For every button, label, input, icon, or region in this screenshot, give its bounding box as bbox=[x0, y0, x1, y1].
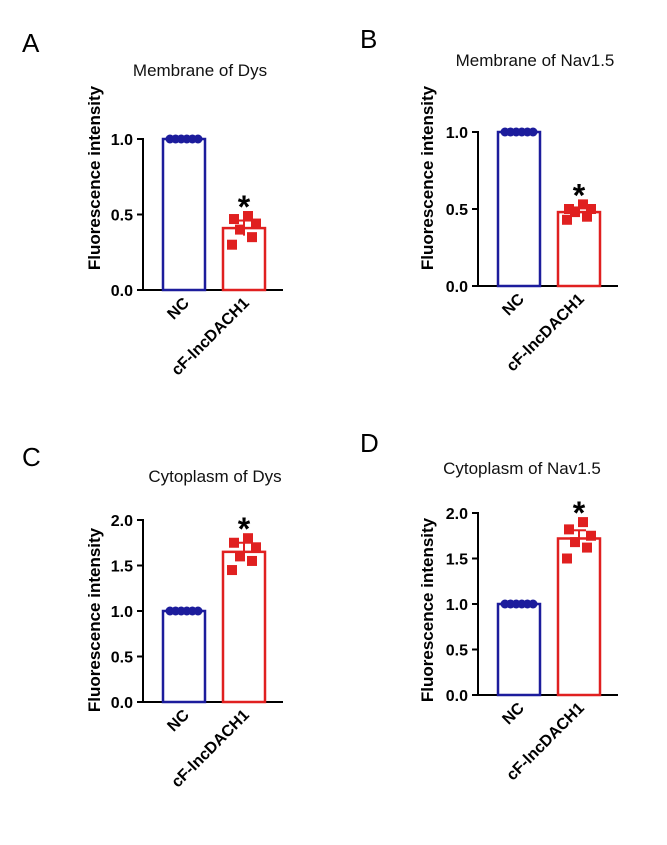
y-tick-label: 1.0 bbox=[446, 125, 468, 142]
data-point bbox=[227, 239, 237, 250]
y-tick-label: 2.0 bbox=[446, 506, 468, 523]
panel-d: D Cytoplasm of Nav1.5 Fluorescence inten… bbox=[360, 428, 618, 784]
panel-letter-c: C bbox=[22, 442, 41, 472]
category-label: NC bbox=[499, 290, 528, 319]
data-point bbox=[193, 134, 203, 144]
panel-a-ylabel: Fluorescence intensity bbox=[85, 85, 104, 270]
data-point bbox=[582, 542, 592, 553]
y-tick-label: 0.0 bbox=[111, 695, 133, 712]
panel-a-plot: 0.00.51.0NC*cF-lncDACH1 bbox=[111, 132, 283, 379]
data-point bbox=[586, 530, 596, 541]
panel-c-plot: 0.00.51.01.52.0NC*cF-lncDACH1 bbox=[111, 511, 283, 791]
y-tick-label: 1.5 bbox=[111, 559, 133, 576]
y-tick-label: 0.5 bbox=[446, 202, 468, 219]
data-point bbox=[564, 204, 574, 214]
y-tick-label: 0.5 bbox=[111, 650, 133, 667]
panel-letter-b: B bbox=[360, 24, 377, 54]
panel-c-title: Cytoplasm of Dys bbox=[148, 467, 281, 486]
panel-b-ylabel: Fluorescence intensity bbox=[418, 85, 437, 270]
bar-nc bbox=[496, 130, 542, 288]
significance-marker: * bbox=[573, 495, 586, 531]
data-point bbox=[235, 551, 245, 562]
data-point bbox=[229, 214, 239, 225]
y-tick-label: 0.0 bbox=[446, 279, 468, 296]
bar-nc bbox=[161, 609, 207, 704]
panel-a-title: Membrane of Dys bbox=[133, 61, 267, 80]
data-point bbox=[528, 127, 538, 137]
y-tick-label: 0.0 bbox=[111, 283, 133, 300]
significance-marker: * bbox=[573, 177, 586, 213]
y-tick-label: 2.0 bbox=[111, 513, 133, 530]
bar-cf-lncdach1 bbox=[556, 537, 602, 697]
y-tick-label: 0.5 bbox=[446, 643, 468, 660]
data-point bbox=[251, 542, 261, 553]
data-point bbox=[564, 524, 574, 535]
data-point bbox=[193, 606, 203, 616]
data-point bbox=[243, 533, 253, 544]
panel-d-title: Cytoplasm of Nav1.5 bbox=[443, 459, 601, 478]
significance-marker: * bbox=[238, 511, 251, 547]
y-tick-label: 0.0 bbox=[446, 688, 468, 705]
panel-c-ylabel: Fluorescence intensity bbox=[85, 527, 104, 712]
data-point bbox=[578, 517, 588, 528]
category-label: NC bbox=[499, 699, 528, 728]
panel-letter-d: D bbox=[360, 428, 379, 458]
data-point bbox=[227, 565, 237, 576]
panel-letter-a: A bbox=[22, 28, 40, 58]
panel-c: C Cytoplasm of Dys Fluorescence intensit… bbox=[22, 442, 283, 791]
data-point bbox=[582, 211, 592, 222]
panel-b-title: Membrane of Nav1.5 bbox=[456, 51, 615, 70]
panel-b: B Membrane of Nav1.5 Fluorescence intens… bbox=[360, 24, 618, 375]
data-point bbox=[570, 207, 580, 218]
panel-d-ylabel: Fluorescence intensity bbox=[418, 517, 437, 702]
data-point bbox=[251, 218, 261, 229]
data-point bbox=[528, 599, 538, 609]
panel-a: A Membrane of Dys Fluorescence intensity… bbox=[22, 28, 283, 379]
data-point bbox=[235, 224, 245, 235]
bar-nc bbox=[161, 137, 207, 292]
category-label: NC bbox=[164, 706, 193, 735]
data-point bbox=[247, 232, 257, 243]
y-tick-label: 1.0 bbox=[111, 604, 133, 621]
bar-cf-lncdach1 bbox=[221, 226, 267, 292]
y-tick-label: 0.5 bbox=[111, 208, 133, 225]
category-label: NC bbox=[164, 294, 193, 323]
data-point bbox=[562, 214, 572, 225]
data-point bbox=[570, 537, 580, 548]
panel-d-plot: 0.00.51.01.52.0NC*cF-lncDACH1 bbox=[446, 495, 618, 784]
y-tick-label: 1.0 bbox=[446, 597, 468, 614]
data-point bbox=[578, 199, 588, 210]
y-tick-label: 1.0 bbox=[111, 132, 133, 149]
data-point bbox=[562, 553, 572, 564]
significance-marker: * bbox=[238, 189, 251, 225]
bar-nc bbox=[496, 602, 542, 697]
data-point bbox=[229, 537, 239, 548]
data-point bbox=[243, 211, 253, 222]
y-tick-label: 1.5 bbox=[446, 552, 468, 569]
data-point bbox=[247, 555, 257, 566]
data-point bbox=[586, 204, 596, 214]
panel-b-plot: 0.00.51.0NC*cF-lncDACH1 bbox=[446, 125, 618, 375]
